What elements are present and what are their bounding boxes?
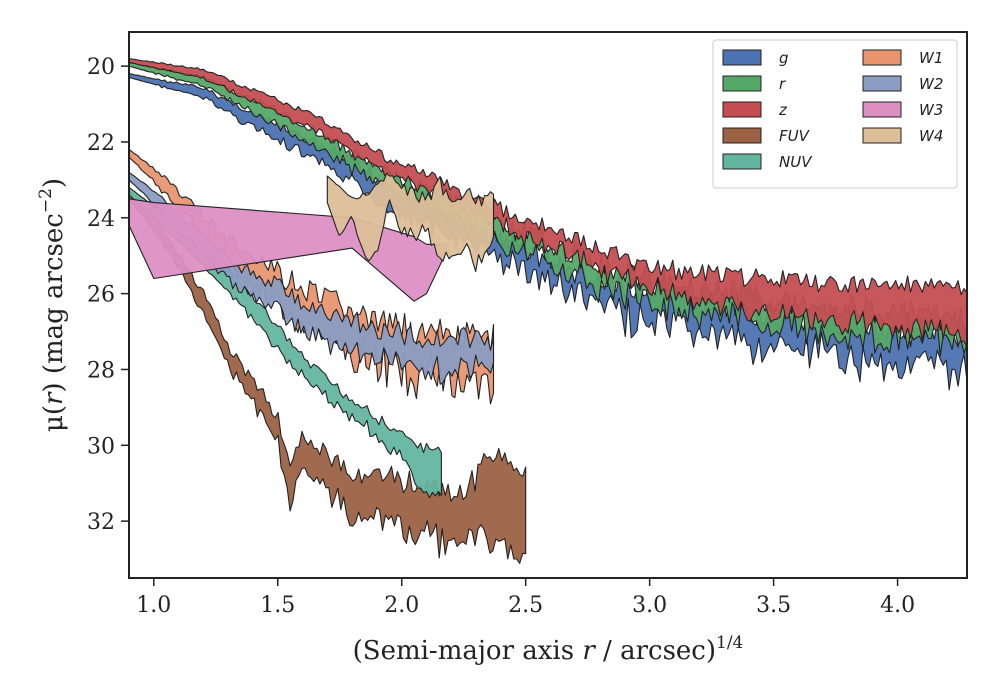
legend-swatch-fuv	[722, 127, 762, 144]
y-axis-label: μ(r) (mag arcsec−2)	[36, 178, 69, 432]
x-tick-label: 1.0	[136, 593, 171, 618]
series-band-fuv	[128, 190, 527, 564]
y-tick-label: 32	[87, 510, 115, 535]
legend-label-w1: W1	[919, 49, 943, 67]
plot-frame	[128, 31, 968, 579]
y-tick-label: 20	[87, 55, 115, 80]
series-band-w4	[326, 172, 495, 273]
legend-label-g: g	[779, 49, 789, 67]
y-tick-label: 28	[87, 358, 115, 383]
x-tick-label: 2.5	[508, 593, 543, 618]
y-tick-label: 24	[87, 207, 115, 232]
legend-label-nuv: NUV	[779, 153, 813, 171]
x-tick-label: 1.5	[260, 593, 295, 618]
legend-swatch-nuv	[722, 153, 762, 170]
legend-label-z: z	[778, 101, 788, 119]
legend-swatch-z	[722, 101, 762, 118]
legend-swatch-w3	[862, 101, 902, 118]
x-tick-label: 3.5	[756, 593, 791, 618]
series-band-w2	[128, 171, 495, 385]
legend-swatch-w2	[862, 75, 902, 92]
x-tick-label: 4.0	[880, 593, 915, 618]
legend-label-w4: W4	[919, 127, 943, 145]
legend: grz FUV NUV W1 W2 W3 W4	[712, 39, 958, 189]
x-axis-ticks: 1.0 1.5 2.0 2.5 3.0 3.5 4.0	[136, 578, 915, 618]
legend-swatch-r	[722, 75, 762, 92]
x-tick-label: 3.0	[632, 593, 667, 618]
legend-swatch-g	[722, 49, 762, 66]
x-tick-label: 2.0	[384, 593, 419, 618]
legend-label-w3: W3	[919, 101, 943, 119]
x-axis-label: (Semi-major axis r / arcsec)1/4	[353, 633, 744, 666]
series-layer	[128, 57, 968, 564]
legend-swatch-w4	[862, 127, 902, 144]
y-axis-ticks: 20 22 24 26 28 30 32	[87, 55, 129, 535]
y-tick-label: 30	[87, 434, 115, 459]
legend-swatch-w1	[862, 49, 902, 66]
y-tick-label: 22	[87, 131, 115, 156]
y-tick-label: 26	[87, 283, 115, 308]
legend-label-fuv: FUV	[779, 127, 811, 145]
legend-label-r: r	[779, 75, 786, 93]
legend-label-w2: W2	[919, 75, 943, 93]
